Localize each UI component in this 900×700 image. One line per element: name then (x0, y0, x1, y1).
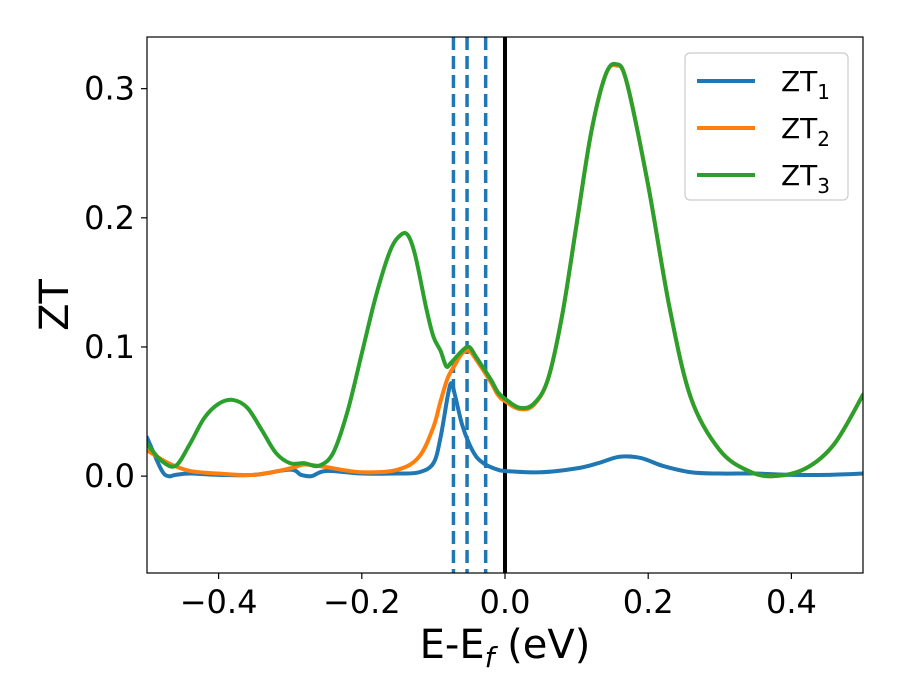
legend-label: ZT3 (781, 159, 830, 198)
legend-label: ZT2 (781, 112, 830, 151)
y-tick-label: 0.3 (84, 70, 135, 108)
x-axis-label-unit: (eV) (494, 622, 590, 668)
y-axis-label: ZT (32, 279, 78, 331)
series-lines (147, 61, 863, 479)
y-tick-label: 0.1 (84, 328, 135, 366)
x-tick-label: −0.4 (180, 583, 258, 621)
y-axis: 0.0 0.1 0.2 0.3 (84, 70, 147, 495)
x-axis-label: E-Ef (eV) (420, 622, 591, 674)
x-tick-label: 0.0 (480, 583, 531, 621)
x-tick-label: −0.2 (323, 583, 401, 621)
x-axis: −0.4 −0.2 0.0 0.2 0.4 (180, 573, 817, 621)
x-tick-label: 0.4 (766, 583, 817, 621)
x-axis-label-main: E-E (420, 622, 485, 668)
y-tick-label: 0.2 (84, 199, 135, 237)
legend-box (684, 52, 849, 201)
series-line-zt3 (147, 61, 863, 479)
reference-lines (451, 37, 507, 573)
y-tick-label: 0.0 (84, 457, 135, 495)
legend: ZT1 ZT2 ZT3 (684, 52, 849, 201)
legend-label: ZT1 (781, 65, 830, 104)
x-tick-label: 0.2 (623, 583, 674, 621)
